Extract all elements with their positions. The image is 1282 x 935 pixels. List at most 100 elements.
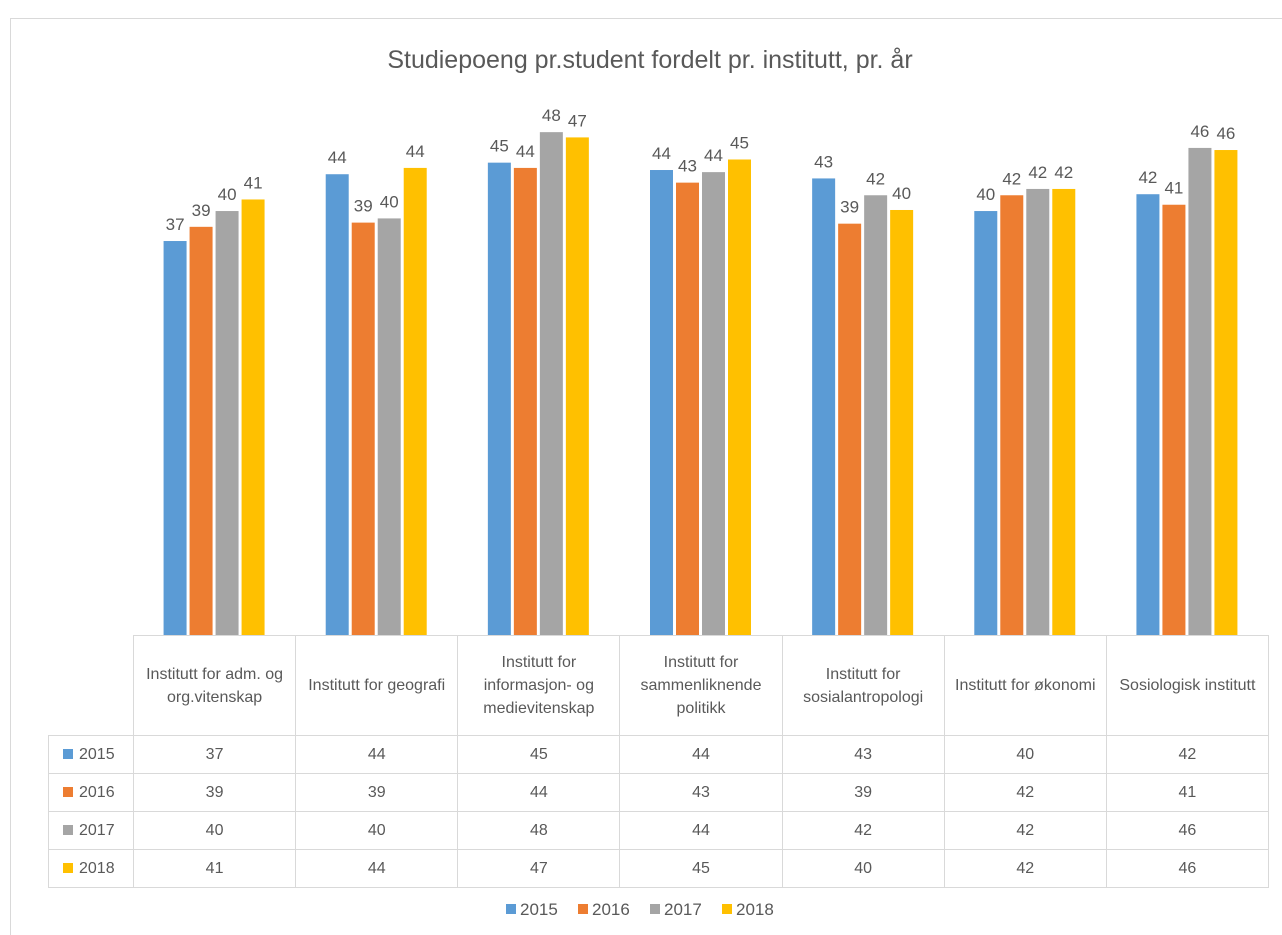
bar	[728, 159, 751, 635]
legend-key	[650, 904, 660, 914]
bar	[702, 172, 725, 635]
series-name-cell: 2017	[48, 811, 134, 850]
table-value: 42	[943, 773, 1107, 812]
data-label: 43	[814, 152, 833, 171]
table-value: 41	[132, 849, 297, 888]
header-row: Institutt for adm. og org.vitenskap Insti…	[49, 635, 1269, 736]
data-label: 40	[380, 192, 399, 211]
series-name: 2016	[79, 783, 115, 801]
bar	[351, 222, 375, 635]
table-value: 44	[619, 811, 783, 850]
table-value: 44	[457, 773, 621, 812]
bar	[1026, 188, 1050, 635]
category-label: Sosiologisk institutt	[1105, 635, 1269, 736]
data-label: 39	[354, 197, 373, 216]
chart-title: Studiepoeng pr.student fordelt pr. insti…	[387, 46, 912, 74]
table-value: 48	[457, 811, 621, 850]
category-label: Institutt for informasjon- og medieviten…	[457, 635, 621, 736]
table-value: 40	[781, 849, 945, 888]
data-label: 47	[568, 111, 587, 130]
data-label: 42	[1028, 163, 1047, 182]
category-label: Institutt for økonomi	[943, 635, 1107, 736]
legend-label: 2018	[736, 900, 774, 919]
table-value: 39	[781, 773, 945, 812]
bar	[163, 241, 187, 635]
bar	[403, 167, 427, 636]
bar	[189, 226, 213, 635]
data-label: 44	[516, 142, 535, 161]
table-value: 42	[943, 849, 1107, 888]
data-label: 42	[1002, 169, 1021, 188]
bar	[241, 199, 265, 636]
category-label: Institutt for adm. og org.vitenskap	[132, 635, 297, 736]
bar	[325, 174, 349, 635]
series-name: 2018	[79, 859, 115, 877]
data-label: 44	[328, 148, 347, 167]
table-value: 42	[943, 811, 1107, 850]
legend-key	[63, 748, 73, 759]
bar	[1000, 195, 1024, 635]
data-label: 41	[244, 173, 263, 192]
table-value: 39	[132, 773, 297, 812]
bar	[676, 182, 699, 635]
table-value: 39	[295, 773, 459, 812]
table-value: 41	[1105, 773, 1269, 812]
data-label: 46	[1216, 124, 1235, 143]
data-label: 42	[866, 169, 885, 188]
data-label: 37	[166, 215, 185, 234]
table-value: 43	[619, 773, 783, 812]
table-value: 45	[619, 849, 783, 888]
series-name: 2015	[79, 745, 115, 763]
bar	[1136, 194, 1160, 635]
data-label: 46	[1190, 122, 1209, 141]
data-label: 45	[490, 137, 509, 156]
table-value: 44	[619, 735, 783, 774]
data-label: 44	[704, 146, 723, 165]
data-label: 40	[218, 185, 237, 204]
data-label: 39	[192, 201, 211, 220]
bar	[974, 211, 998, 635]
bar	[539, 132, 563, 636]
table-value: 40	[132, 811, 297, 850]
series-name-cell: 2018	[48, 849, 134, 888]
category-label: Institutt for sammenliknende politikk	[619, 635, 783, 736]
bar	[1214, 150, 1238, 635]
data-label: 41	[1164, 179, 1183, 198]
data-label: 39	[840, 198, 859, 217]
table-value: 40	[943, 735, 1107, 774]
table-value: 37	[132, 735, 297, 774]
data-label: 44	[652, 144, 671, 163]
data-label: 42	[1054, 163, 1073, 182]
table-value: 42	[781, 811, 945, 850]
category-label: Institutt for geografi	[295, 635, 459, 736]
corner	[49, 636, 134, 736]
category-label: Institutt for sosialantropologi	[781, 635, 945, 736]
legend-label: 2015	[520, 900, 558, 919]
table-value: 43	[781, 735, 945, 774]
legend-key	[506, 904, 516, 914]
bar	[1162, 204, 1186, 635]
data-label: 40	[976, 185, 995, 204]
bar	[377, 218, 401, 635]
table-value: 44	[295, 849, 459, 888]
bar	[838, 223, 862, 635]
series-name-cell: 2016	[48, 773, 134, 812]
table-value: 47	[457, 849, 621, 888]
data-label: 43	[678, 157, 697, 176]
bar	[565, 137, 589, 636]
table-value: 46	[1105, 811, 1269, 850]
bar	[650, 170, 673, 636]
data-label: 42	[1138, 168, 1157, 187]
legend-key	[63, 862, 73, 873]
series-row: 2018 41 44 47 45 40 42 46	[48, 849, 1269, 888]
legend-key	[63, 824, 73, 835]
data-label: 40	[892, 184, 911, 203]
legend-key	[63, 786, 73, 797]
bar	[1188, 147, 1212, 635]
table-value: 42	[1105, 735, 1269, 774]
table-value: 45	[457, 735, 621, 774]
bar	[487, 162, 511, 636]
bar	[812, 178, 836, 635]
table-value: 40	[295, 811, 459, 850]
bar	[864, 195, 888, 635]
